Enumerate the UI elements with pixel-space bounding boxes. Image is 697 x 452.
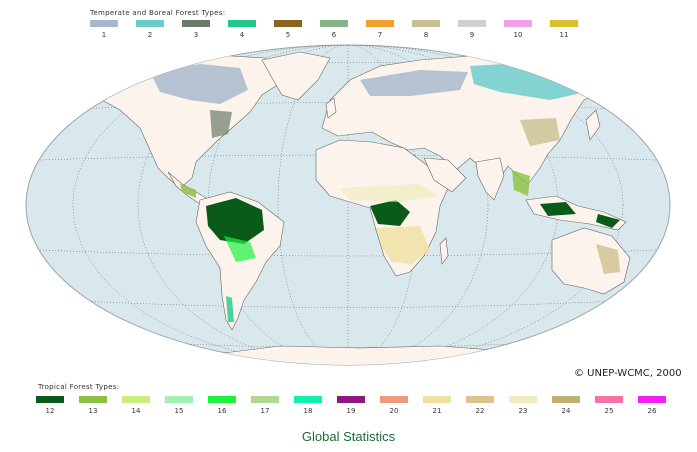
amazon-forest	[206, 198, 264, 244]
temperate-boreal-swatch-5	[274, 20, 302, 27]
sahel-woodland	[340, 184, 438, 202]
legend-top-title: Temperate and Boreal Forest Types:	[90, 9, 226, 17]
tropical-swatch-20	[380, 396, 408, 403]
tropical-label-19: 19	[346, 407, 356, 415]
new-guinea-forest	[596, 214, 620, 228]
tropical-swatch-16	[208, 396, 236, 403]
tropical-label-18: 18	[303, 407, 313, 415]
tropical-label-26: 26	[647, 407, 657, 415]
britain	[325, 97, 337, 119]
boreal-forest-north-america	[150, 64, 248, 104]
temperate-boreal-swatch-11	[550, 20, 578, 27]
tropical-label-12: 12	[45, 407, 55, 415]
amazon-fringe	[224, 236, 256, 262]
central-america-forest	[180, 184, 196, 198]
temperate-boreal-label-6: 6	[331, 31, 337, 39]
greenland	[261, 51, 331, 101]
africa-woodland	[376, 226, 430, 264]
copyright-notice: © UNEP-WCMC, 2000	[574, 368, 682, 379]
temperate-boreal-swatch-7	[366, 20, 394, 27]
arabia	[423, 157, 467, 193]
chile-forest	[226, 296, 234, 322]
tropical-swatch-24	[552, 396, 580, 403]
japan	[585, 109, 601, 141]
china-forest	[520, 118, 560, 146]
temperate-boreal-label-1: 1	[101, 31, 107, 39]
temperate-boreal-swatch-4	[228, 20, 256, 27]
tropical-label-20: 20	[389, 407, 399, 415]
tropical-swatch-17	[251, 396, 279, 403]
temperate-forest-east-us	[210, 110, 232, 138]
temperate-boreal-label-4: 4	[239, 31, 245, 39]
tropical-label-22: 22	[475, 407, 485, 415]
indonesia-forest	[540, 202, 576, 216]
tropical-label-25: 25	[604, 407, 614, 415]
temperate-boreal-swatch-9	[458, 20, 486, 27]
temperate-boreal-label-7: 7	[377, 31, 383, 39]
legend-bottom-title: Tropical Forest Types:	[38, 383, 120, 391]
tropical-label-13: 13	[88, 407, 98, 415]
temperate-boreal-label-9: 9	[469, 31, 475, 39]
tropical-swatch-14	[122, 396, 150, 403]
india	[475, 157, 505, 201]
temperate-boreal-swatch-10	[504, 20, 532, 27]
temperate-boreal-label-11: 11	[559, 31, 569, 39]
australia-woodland	[596, 244, 620, 274]
temperate-boreal-swatch-3	[182, 20, 210, 27]
temperate-boreal-label-3: 3	[193, 31, 199, 39]
temperate-boreal-swatch-6	[320, 20, 348, 27]
boreal-forest-europe	[360, 70, 468, 96]
tropical-label-14: 14	[131, 407, 141, 415]
tropical-swatch-25	[595, 396, 623, 403]
tropical-swatch-12	[36, 396, 64, 403]
tropical-label-17: 17	[260, 407, 270, 415]
temperate-boreal-swatch-1	[90, 20, 118, 27]
congo-forest	[370, 200, 410, 226]
australia	[551, 227, 631, 295]
new-zealand	[641, 281, 653, 311]
temperate-boreal-swatch-2	[136, 20, 164, 27]
forest-cover	[150, 62, 620, 322]
tropical-swatch-19	[337, 396, 365, 403]
tropical-swatch-23	[509, 396, 537, 403]
temperate-boreal-label-2: 2	[147, 31, 153, 39]
se-asia-forest	[512, 170, 530, 196]
temperate-boreal-swatch-8	[412, 20, 440, 27]
temperate-boreal-label-8: 8	[423, 31, 429, 39]
temperate-boreal-label-5: 5	[285, 31, 291, 39]
tropical-label-21: 21	[432, 407, 442, 415]
tropical-swatch-15	[165, 396, 193, 403]
tropical-swatch-13	[79, 396, 107, 403]
page-title: Global Statistics	[301, 429, 396, 444]
tropical-label-16: 16	[217, 407, 227, 415]
tropical-label-15: 15	[174, 407, 184, 415]
tropical-swatch-21	[423, 396, 451, 403]
tropical-swatch-18	[294, 396, 322, 403]
tropical-swatch-22	[466, 396, 494, 403]
tropical-label-24: 24	[561, 407, 571, 415]
tropical-swatch-26	[638, 396, 666, 403]
temperate-boreal-label-10: 10	[513, 31, 523, 39]
antarctica	[199, 345, 561, 365]
madagascar	[439, 237, 449, 265]
tropical-label-23: 23	[518, 407, 528, 415]
